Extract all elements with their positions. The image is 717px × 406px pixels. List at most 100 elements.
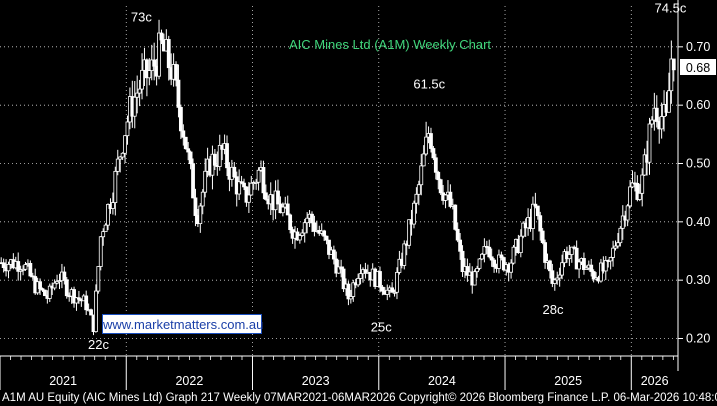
- candle: [113, 166, 118, 216]
- candle: [285, 195, 290, 216]
- candle: [94, 284, 98, 333]
- candle: [324, 235, 329, 245]
- candle: [312, 215, 317, 237]
- candle: [77, 290, 81, 304]
- candle: [416, 180, 421, 206]
- candle: [550, 263, 555, 288]
- candle: [186, 141, 191, 161]
- candle: [244, 186, 249, 207]
- candle: [611, 240, 615, 267]
- x-tick-label: 2026: [641, 374, 669, 388]
- candle: [395, 267, 399, 300]
- candle: [217, 134, 222, 171]
- candle: [191, 158, 195, 199]
- candle: [103, 223, 108, 233]
- price-annotation: 22c: [88, 337, 109, 352]
- candle: [669, 40, 674, 104]
- candle: [603, 256, 608, 281]
- candle: [458, 233, 463, 260]
- candle: [642, 148, 647, 176]
- candle: [487, 239, 492, 259]
- x-tick-label: 2025: [554, 374, 582, 388]
- candle: [412, 200, 416, 229]
- candle: [625, 203, 630, 227]
- candle: [637, 184, 642, 202]
- candle: [659, 102, 664, 139]
- candle: [334, 251, 339, 278]
- candle: [591, 269, 596, 283]
- y-tick-label: 0.30: [686, 273, 710, 287]
- candle: [385, 284, 390, 301]
- candle: [414, 187, 419, 214]
- candle: [465, 258, 470, 282]
- candle: [38, 278, 42, 295]
- candle: [74, 297, 79, 311]
- candle: [118, 155, 123, 173]
- candle: [560, 254, 564, 280]
- candle: [96, 266, 101, 294]
- candle: [480, 252, 484, 261]
- candle: [210, 145, 215, 190]
- candle: [135, 75, 140, 114]
- y-tick-label: 0.70: [686, 40, 710, 54]
- candle: [261, 160, 266, 200]
- watermark: www.marketmatters.com.au: [102, 314, 263, 334]
- candle: [212, 149, 217, 171]
- candle: [297, 233, 302, 244]
- candle: [647, 117, 652, 175]
- candle: [300, 229, 305, 237]
- candle: [552, 278, 557, 291]
- candle: [635, 175, 640, 202]
- candle: [147, 58, 152, 86]
- candle: [618, 226, 623, 247]
- candle: [521, 221, 526, 239]
- candle: [397, 250, 402, 275]
- candle: [341, 266, 346, 293]
- candle: [419, 154, 424, 196]
- candle: [574, 240, 579, 270]
- candle: [351, 279, 356, 302]
- candle: [535, 205, 540, 220]
- candle: [239, 175, 244, 185]
- candle: [246, 182, 251, 214]
- candle: [421, 145, 426, 167]
- candle: [572, 245, 577, 250]
- candle: [497, 249, 501, 274]
- candle: [106, 203, 110, 231]
- x-tick-label: 2024: [428, 374, 456, 388]
- candle: [443, 193, 448, 209]
- candle: [55, 274, 59, 285]
- candle: [242, 178, 246, 191]
- candle: [489, 248, 494, 267]
- candle: [188, 150, 193, 170]
- candle: [327, 239, 331, 260]
- candle: [254, 178, 259, 190]
- candle: [433, 153, 438, 180]
- candle: [166, 35, 171, 81]
- candle: [358, 264, 363, 285]
- candle: [567, 244, 572, 267]
- candle: [339, 259, 344, 278]
- candle: [620, 205, 625, 240]
- candle: [477, 258, 482, 271]
- price-annotation: 74.5c: [655, 1, 687, 16]
- candle: [280, 202, 285, 217]
- price-annotation: 61.5c: [413, 76, 445, 91]
- candle: [47, 283, 52, 303]
- candle: [288, 213, 293, 234]
- candle: [276, 179, 280, 205]
- candle: [613, 240, 618, 251]
- candle: [178, 104, 183, 140]
- candle: [501, 256, 506, 272]
- candle: [64, 277, 69, 299]
- candle: [392, 289, 397, 297]
- candle: [650, 116, 654, 128]
- grid-lines: [0, 6, 678, 356]
- candle: [455, 222, 460, 243]
- candle: [543, 239, 547, 269]
- chart-title: AIC Mines Ltd (A1M) Weekly Chart: [289, 37, 491, 52]
- candle: [628, 180, 632, 209]
- candle: [671, 58, 676, 82]
- candle: [256, 167, 261, 191]
